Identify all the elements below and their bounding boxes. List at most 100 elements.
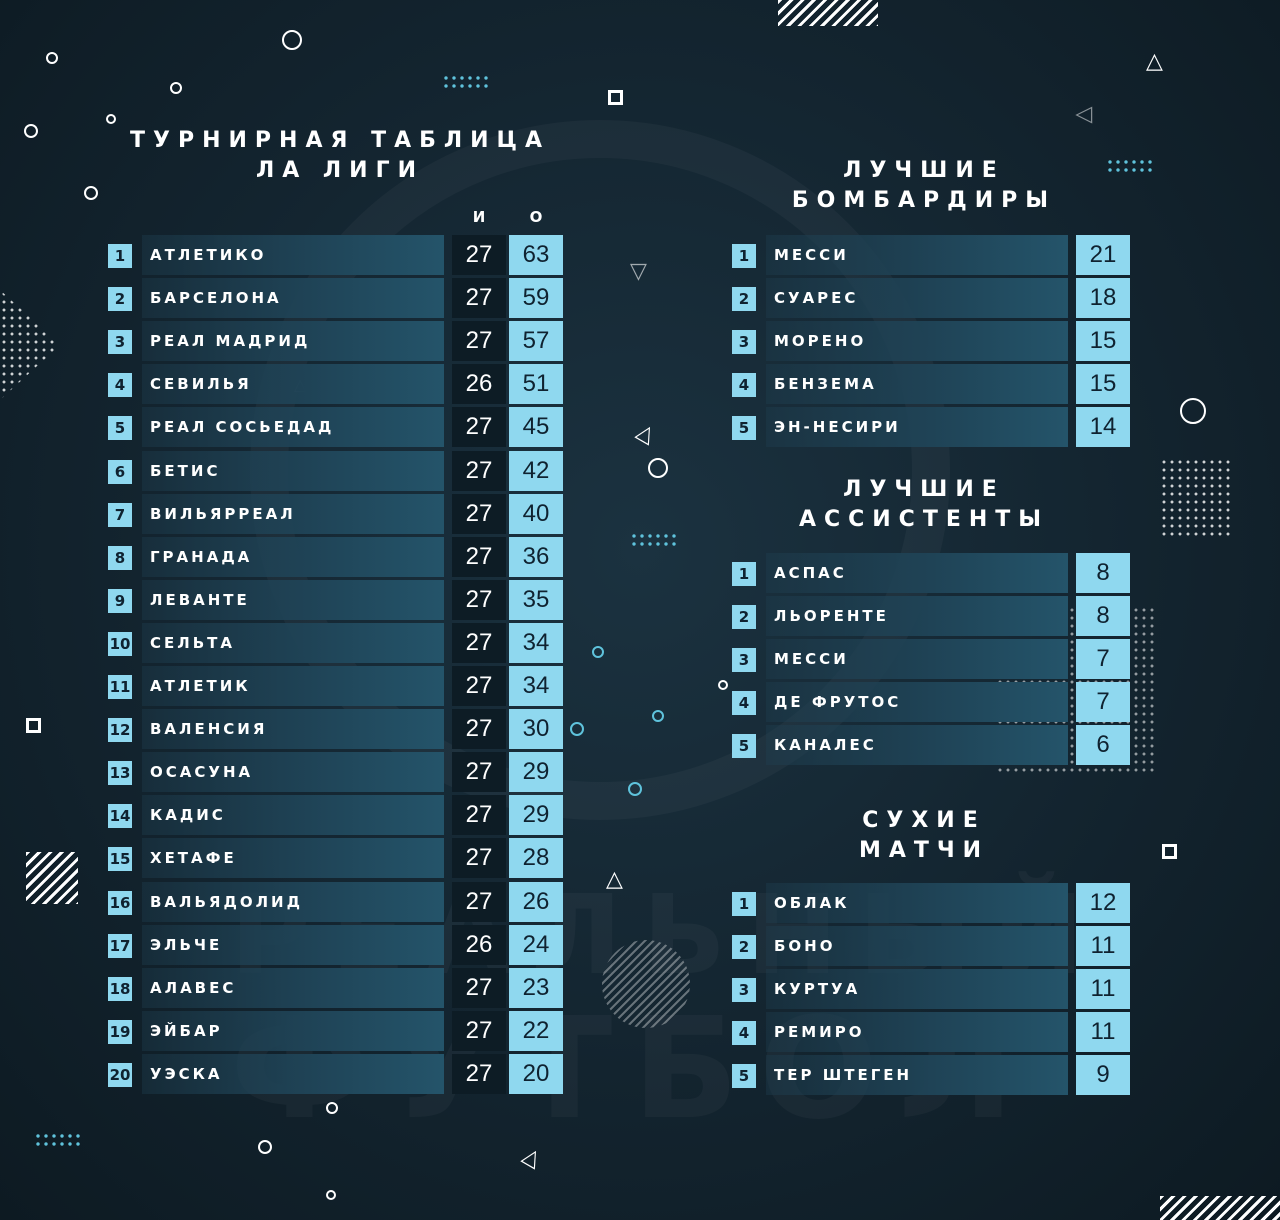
circle-outline-icon — [282, 30, 302, 50]
player-name-bar — [766, 553, 1068, 593]
stat-value: 8 — [1076, 596, 1130, 636]
points: 24 — [509, 924, 563, 965]
position-badge: 4 — [108, 373, 132, 398]
circle-outline-icon — [258, 1140, 272, 1154]
hatch-pattern — [26, 852, 78, 904]
player-name-bar — [766, 883, 1068, 923]
games-played: 27 — [452, 278, 506, 319]
square-outline-icon — [26, 718, 41, 733]
list-item: 3 МОРЕНО 15 — [732, 321, 1130, 361]
player-name: РЕМИРО — [774, 1023, 865, 1041]
points-column-header: О — [529, 208, 543, 226]
team-name: АТЛЕТИК — [150, 677, 251, 695]
position-badge: 3 — [732, 330, 756, 354]
team-name: УЭСКА — [150, 1064, 223, 1083]
stat-value: 21 — [1076, 235, 1130, 275]
points: 42 — [509, 450, 563, 491]
points: 45 — [509, 407, 563, 448]
table-row: 1 АТЛЕТИКО 27 63 — [108, 235, 564, 275]
position-badge: 2 — [732, 935, 756, 959]
games-played: 27 — [452, 752, 506, 793]
position-badge: 1 — [732, 244, 756, 268]
stat-value: 11 — [1076, 926, 1130, 966]
position-badge: 14 — [108, 804, 132, 829]
points: 40 — [509, 493, 563, 534]
games-played: 26 — [452, 364, 506, 405]
hatch-pattern — [1160, 1196, 1280, 1220]
games-played: 27 — [452, 838, 506, 879]
points: 63 — [509, 235, 563, 275]
position-badge: 4 — [732, 1021, 756, 1045]
position-badge: 16 — [108, 890, 132, 915]
stat-value: 8 — [1076, 553, 1130, 593]
top-assists-title: ЛУЧШИЕ АССИСТЕНТЫ — [724, 475, 1124, 535]
team-name-bar — [142, 795, 444, 836]
team-name: ЭЙБАР — [150, 1021, 223, 1040]
position-badge: 19 — [108, 1019, 132, 1044]
list-item: 1 МЕССИ 21 — [732, 235, 1130, 275]
stat-value: 11 — [1076, 1012, 1130, 1052]
games-played: 27 — [452, 709, 506, 750]
circle-outline-icon — [84, 186, 98, 200]
player-name-bar — [766, 1012, 1068, 1052]
dot-pattern — [442, 74, 492, 90]
position-badge: 1 — [108, 244, 132, 268]
list-item: 2 БОНО 11 — [732, 926, 1130, 966]
stat-value: 15 — [1076, 364, 1130, 404]
player-name: МЕССИ — [774, 650, 849, 668]
list-item: 4 РЕМИРО 11 — [732, 1012, 1130, 1052]
player-name: КУРТУА — [774, 980, 861, 998]
games-played: 27 — [452, 622, 506, 663]
dot-pattern — [1160, 458, 1232, 538]
circle-outline-icon — [652, 710, 664, 722]
position-badge: 18 — [108, 976, 132, 1001]
triangle-outline-icon: △ — [606, 866, 623, 891]
position-badge: 12 — [108, 718, 132, 743]
league-table-title: ТУРНИРНАЯ ТАБЛИЦА ЛА ЛИГИ — [110, 126, 570, 186]
table-row: 4 СЕВИЛЬЯ 26 51 — [108, 364, 564, 405]
list-item: 1 ОБЛАК 12 — [732, 883, 1130, 923]
player-name: ЭН-НЕСИРИ — [774, 418, 901, 436]
position-badge: 1 — [732, 892, 756, 916]
table-row: 20 УЭСКА 27 20 — [108, 1053, 564, 1094]
position-badge: 8 — [108, 545, 132, 570]
position-badge: 11 — [108, 675, 132, 699]
stat-value: 15 — [1076, 321, 1130, 361]
team-name-bar — [142, 1010, 444, 1051]
table-row: 8 ГРАНАДА 27 36 — [108, 536, 564, 577]
league-table-title-line1: ТУРНИРНАЯ ТАБЛИЦА — [129, 128, 550, 153]
list-item: 4 ДЕ ФРУТОС 7 — [732, 682, 1130, 722]
list-item: 3 МЕССИ 7 — [732, 639, 1130, 679]
team-name: СЕЛЬТА — [150, 633, 235, 652]
stat-value: 9 — [1076, 1055, 1130, 1095]
points: 29 — [509, 795, 563, 836]
circle-outline-icon — [24, 124, 38, 138]
team-name: ВИЛЬЯРРЕАЛ — [150, 504, 296, 523]
circle-outline-icon — [1180, 398, 1206, 424]
team-name: ЛЕВАНТЕ — [150, 590, 250, 609]
player-name: ДЕ ФРУТОС — [774, 693, 902, 711]
player-name: БОНО — [774, 937, 836, 955]
games-played: 27 — [452, 795, 506, 836]
points: 28 — [509, 838, 563, 879]
position-badge: 2 — [732, 287, 756, 311]
points: 59 — [509, 278, 563, 319]
points: 29 — [509, 752, 563, 793]
team-name-bar — [142, 838, 444, 879]
team-name: РЕАЛ МАДРИД — [150, 332, 311, 351]
position-badge: 5 — [732, 734, 756, 758]
team-name: ОСАСУНА — [150, 763, 254, 782]
table-row: 3 РЕАЛ МАДРИД 27 57 — [108, 321, 564, 362]
table-row: 19 ЭЙБАР 27 22 — [108, 1010, 564, 1051]
team-name-bar — [142, 364, 444, 405]
team-name: СЕВИЛЬЯ — [150, 375, 252, 394]
position-badge: 6 — [108, 459, 132, 484]
team-name-bar — [142, 881, 444, 922]
points: 20 — [509, 1053, 563, 1094]
position-badge: 5 — [732, 1064, 756, 1088]
games-played: 27 — [452, 450, 506, 491]
clean-sheets-title-line1: СУХИЕ — [862, 808, 986, 833]
team-name-bar — [142, 622, 444, 663]
player-name: МЕССИ — [774, 246, 849, 264]
top-scorers-title-line1: ЛУЧШИЕ — [843, 158, 1005, 183]
